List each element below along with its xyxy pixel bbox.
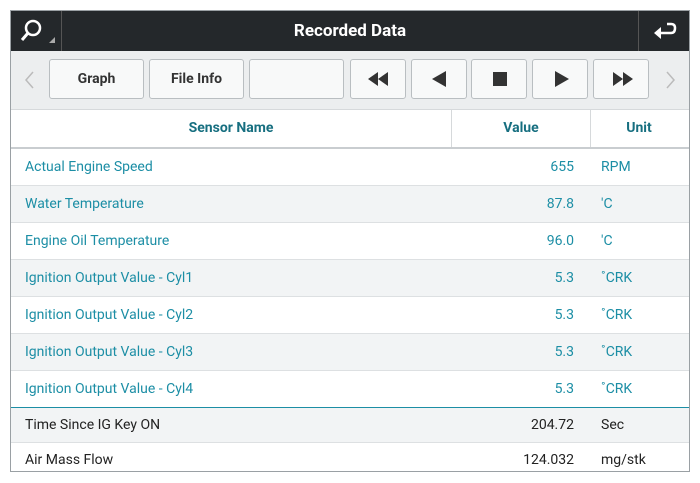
sensor-unit: mg/stk <box>601 452 646 468</box>
sensor-value: 124.032 <box>523 452 574 468</box>
back-button[interactable] <box>638 11 689 51</box>
sensor-name: Engine Oil Temperature <box>25 233 170 249</box>
sensor-unit: ˚CRK <box>601 344 633 360</box>
table-header: Sensor Name Value Unit <box>11 110 689 149</box>
sensor-unit: 'C <box>601 233 613 249</box>
sensor-value: 204.72 <box>530 417 574 433</box>
play-button[interactable] <box>532 59 588 99</box>
sensor-unit: Sec <box>601 417 625 433</box>
sensor-unit: ˚CRK <box>601 307 633 323</box>
column-header[interactable]: Value <box>451 110 591 147</box>
sensor-value: 87.8 <box>546 196 574 212</box>
sensor-name: Actual Engine Speed <box>25 159 153 175</box>
table-row[interactable]: Actual Engine Speed 655 RPM <box>11 149 689 186</box>
sensor-name: Ignition Output Value - Cyl1 <box>25 270 194 286</box>
table-row[interactable]: Ignition Output Value - Cyl1 5.3 ˚CRK <box>11 260 689 297</box>
column-header[interactable]: Unit <box>626 120 652 136</box>
table-row[interactable]: Time Since IG Key ON 204.72 Sec <box>11 408 689 443</box>
stop-button[interactable] <box>471 59 527 99</box>
sensor-value: 96.0 <box>546 233 574 249</box>
sensor-name: Time Since IG Key ON <box>25 417 161 433</box>
sensor-value: 5.3 <box>554 344 574 360</box>
sensor-unit: ˚CRK <box>601 270 633 286</box>
fast-forward-button[interactable] <box>593 59 649 99</box>
sensor-name: Air Mass Flow <box>25 452 114 468</box>
sensor-unit: ˚CRK <box>601 381 633 397</box>
window: Recorded Data Graph File Info Sensor Nam… <box>10 10 690 472</box>
sensor-name: Ignition Output Value - Cyl3 <box>25 344 194 360</box>
sensor-unit: RPM <box>601 159 631 175</box>
table-row[interactable]: Engine Oil Temperature 96.0 'C <box>11 223 689 260</box>
title: Recorded Data <box>293 21 407 41</box>
sensor-value: 5.3 <box>554 381 574 397</box>
sensor-unit: 'C <box>601 196 613 212</box>
step-back-button[interactable] <box>411 59 467 99</box>
table-row[interactable]: Air Mass Flow 124.032 mg/stk <box>11 443 689 471</box>
table-row[interactable]: Ignition Output Value - Cyl3 5.3 ˚CRK <box>11 334 689 371</box>
sensor-value: 5.3 <box>554 270 574 286</box>
blank-button[interactable] <box>249 59 344 99</box>
sensor-name: Ignition Output Value - Cyl4 <box>25 381 194 397</box>
table-row[interactable]: Ignition Output Value - Cyl2 5.3 ˚CRK <box>11 297 689 334</box>
sensor-name: Water Temperature <box>25 196 144 212</box>
table-row[interactable]: Water Temperature 87.8 'C <box>11 186 689 223</box>
graph-button[interactable]: Graph <box>49 59 144 99</box>
sensor-name: Ignition Output Value - Cyl2 <box>25 307 194 323</box>
search-button[interactable] <box>11 11 62 51</box>
next-arrow[interactable] <box>663 70 677 90</box>
rewind-button[interactable] <box>350 59 406 99</box>
toolbar: Graph File Info <box>11 51 689 110</box>
column-header[interactable]: Sensor Name <box>188 120 274 136</box>
sensor-value: 5.3 <box>554 307 574 323</box>
prev-arrow[interactable] <box>23 70 37 90</box>
file-info-button[interactable]: File Info <box>149 59 244 99</box>
header-bar: Recorded Data <box>11 11 689 51</box>
sensor-value: 655 <box>550 159 574 175</box>
table-row[interactable]: Ignition Output Value - Cyl4 5.3 ˚CRK <box>11 371 689 408</box>
